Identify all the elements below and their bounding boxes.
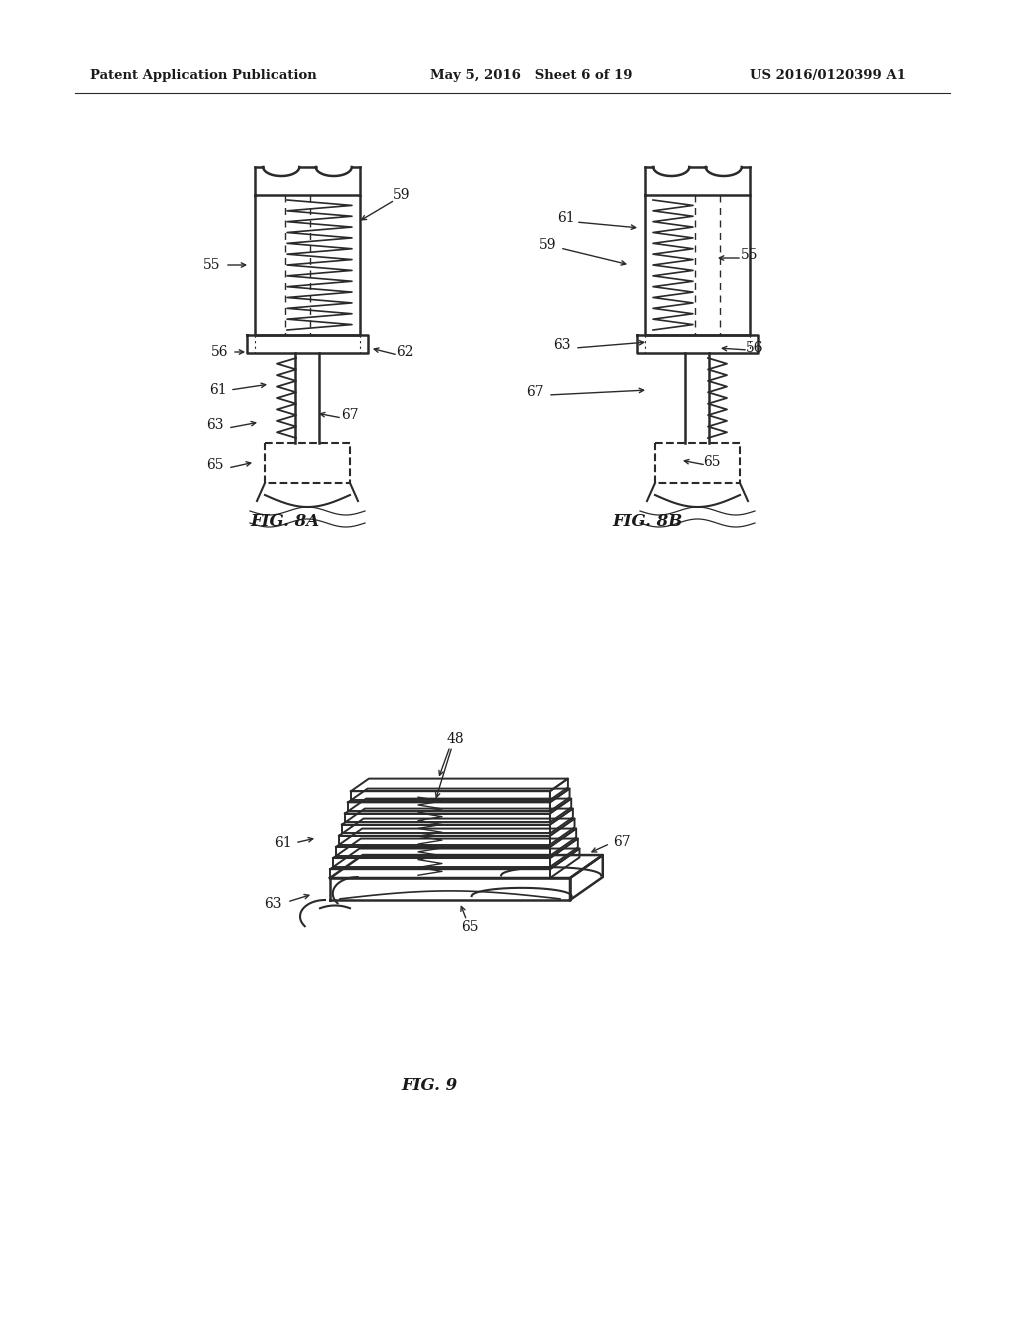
Text: 67: 67 [526,385,544,399]
Text: 65: 65 [206,458,224,473]
Text: 65: 65 [703,455,721,469]
Text: FIG. 9: FIG. 9 [401,1077,458,1093]
Text: 48: 48 [446,733,464,746]
Text: 63: 63 [206,418,224,432]
Text: 62: 62 [396,345,414,359]
Text: 61: 61 [274,836,292,850]
Text: 55: 55 [741,248,759,261]
Text: 63: 63 [264,898,282,911]
Text: 56: 56 [211,345,228,359]
Text: 65: 65 [461,920,478,935]
Text: Patent Application Publication: Patent Application Publication [90,69,316,82]
Text: 67: 67 [613,834,631,849]
Text: 56: 56 [746,341,764,355]
Text: 63: 63 [553,338,570,352]
Text: 67: 67 [341,408,358,422]
Text: US 2016/0120399 A1: US 2016/0120399 A1 [750,69,906,82]
Text: 55: 55 [203,257,221,272]
Text: 61: 61 [557,211,574,224]
Text: 59: 59 [540,238,557,252]
Text: FIG. 8B: FIG. 8B [613,513,683,531]
Text: 61: 61 [209,383,226,397]
Text: May 5, 2016   Sheet 6 of 19: May 5, 2016 Sheet 6 of 19 [430,69,633,82]
Text: FIG. 8A: FIG. 8A [251,513,319,531]
Text: 59: 59 [393,187,411,202]
